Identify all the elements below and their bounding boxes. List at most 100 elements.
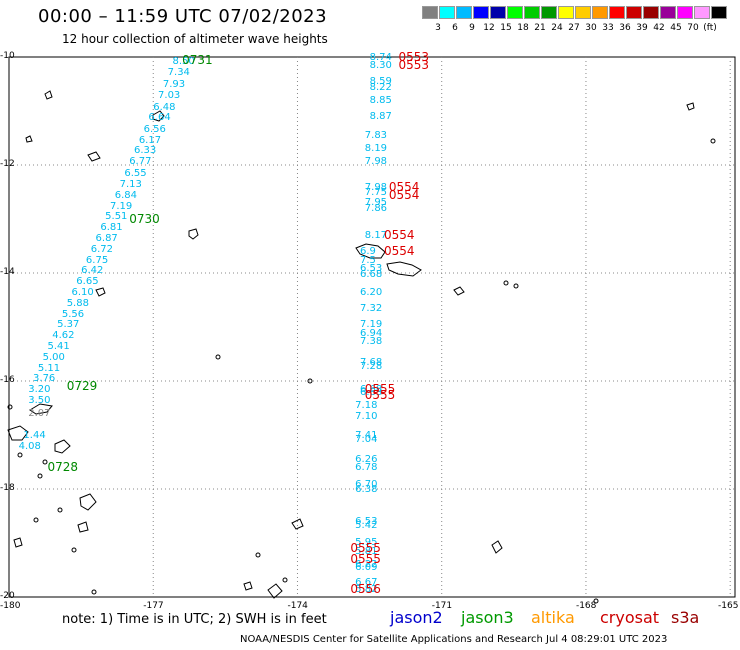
pass-time-label: 0730 bbox=[129, 212, 160, 226]
wave-height-value: 6.42 bbox=[81, 265, 104, 277]
wave-height-value: 8.59 bbox=[369, 76, 392, 88]
pass-time-label: 0553 bbox=[398, 50, 429, 64]
wave-height-value: 7.03 bbox=[158, 89, 181, 101]
island-niuatoputapu bbox=[95, 287, 106, 297]
scale-label: 30 bbox=[585, 23, 597, 33]
island-dot-13 bbox=[710, 138, 716, 144]
color-swatch bbox=[473, 6, 489, 19]
color-swatch bbox=[609, 6, 625, 19]
wave-height-value: 5.42 bbox=[355, 520, 378, 532]
longitude-label: -177 bbox=[143, 601, 164, 611]
wave-height-value: 5.56 bbox=[61, 308, 85, 320]
pass-time-label: 0555 bbox=[350, 541, 381, 556]
samoa-island-savaii bbox=[386, 261, 422, 277]
scale-label: 70 bbox=[687, 23, 699, 33]
wave-height-value: 7.38 bbox=[359, 335, 383, 347]
wave-height-value: 6.17 bbox=[138, 134, 162, 146]
wave-height-value: 7.95 bbox=[364, 196, 388, 208]
color-swatch bbox=[490, 6, 506, 19]
fiji-island-vanua-levu bbox=[29, 403, 53, 415]
wave-height-value: 7.32 bbox=[359, 303, 383, 315]
wave-height-value: 7.75 bbox=[364, 187, 388, 198]
scale-label: 18 bbox=[517, 23, 529, 33]
wave-height-value: 5.37 bbox=[57, 319, 80, 331]
wave-height-value: 5.95 bbox=[355, 536, 378, 548]
pass-time-label: 0729 bbox=[66, 379, 98, 394]
scale-label: 6 bbox=[452, 23, 458, 33]
scale-label: 42 bbox=[653, 23, 665, 33]
wave-height-value: 6.33 bbox=[134, 145, 157, 157]
satellite-legend-altika: altika bbox=[531, 608, 575, 627]
color-swatch bbox=[643, 6, 659, 19]
scale-label: 39 bbox=[636, 23, 648, 33]
wave-height-value: 7.86 bbox=[364, 203, 388, 215]
wave-height-value: 8.30 bbox=[369, 60, 392, 72]
wave-height-value: 7.68 bbox=[359, 357, 383, 369]
island-dot-14 bbox=[593, 598, 599, 604]
island-dot-10 bbox=[307, 378, 313, 384]
wave-height-value: 7.04 bbox=[355, 434, 378, 446]
wave-height-value: 6.9 bbox=[359, 246, 376, 258]
satellite-legend-jason2: jason2 bbox=[390, 608, 443, 627]
wave-height-value: 5.51 bbox=[105, 211, 128, 223]
wave-height-value: 6.53 bbox=[355, 516, 378, 528]
wave-height-value: 5.00 bbox=[42, 351, 65, 363]
island-lau-1 bbox=[79, 493, 97, 511]
wave-height-value: 6.70 bbox=[355, 478, 378, 490]
island-lau-3 bbox=[13, 537, 23, 548]
pass-time-label: 0731 bbox=[182, 52, 213, 67]
wave-height-value: 6.64 bbox=[148, 112, 171, 124]
wave-height-value: 7.19 bbox=[109, 200, 133, 212]
island-futuna bbox=[152, 110, 165, 122]
island-dot-3 bbox=[42, 459, 48, 465]
island-wallis bbox=[188, 228, 199, 240]
wave-height-value: 6.78 bbox=[355, 462, 378, 474]
wave-height-value: 5.88 bbox=[66, 297, 89, 309]
color-swatch bbox=[626, 6, 642, 19]
tonga-island-vavau bbox=[291, 518, 304, 530]
scale-label: 24 bbox=[551, 23, 563, 33]
pass-time-label: 0555 bbox=[364, 387, 396, 402]
wave-height-value: 6.81 bbox=[100, 222, 123, 234]
wave-height-value: 6.84 bbox=[114, 189, 138, 201]
wave-height-value: 7.41 bbox=[355, 430, 378, 441]
pass-time-label: 0554 bbox=[388, 179, 420, 194]
scale-label: 21 bbox=[534, 23, 546, 33]
island-lau-2 bbox=[77, 521, 89, 533]
satellite-legend-jason3: jason3 bbox=[461, 608, 514, 627]
scale-label: 27 bbox=[568, 23, 580, 33]
wave-height-value: 6.09 bbox=[355, 562, 378, 574]
scale-label: 33 bbox=[602, 23, 614, 33]
chart-title: 00:00 – 11:59 UTC 07/02/2023 bbox=[38, 6, 328, 27]
island-dot-2 bbox=[7, 404, 13, 410]
longitude-label: -174 bbox=[287, 601, 308, 611]
wave-height-value: 7.98 bbox=[364, 155, 388, 167]
wave-height-value: 6.38 bbox=[355, 484, 378, 495]
wave-height-value: 8.50 bbox=[172, 56, 195, 68]
island-dot-4 bbox=[37, 473, 43, 479]
pass-time-label: 0553 bbox=[398, 58, 429, 73]
color-swatch bbox=[575, 6, 591, 19]
wave-height-value: 4.62 bbox=[52, 330, 75, 342]
wave-height-value: 7.98 bbox=[364, 181, 388, 193]
scale-label: (ft) bbox=[703, 23, 717, 33]
scale-label: 45 bbox=[670, 23, 682, 33]
wave-height-value: 7.10 bbox=[355, 411, 378, 423]
wave-height-value: 8.87 bbox=[369, 111, 392, 123]
wave-height-value: 6.87 bbox=[95, 232, 118, 244]
units-note: note: 1) Time is in UTC; 2) SWH is in fe… bbox=[62, 612, 327, 627]
wave-height-value: 6.22 bbox=[355, 558, 378, 570]
scale-label: 36 bbox=[619, 23, 631, 33]
longitude-label: -180 bbox=[0, 601, 21, 611]
scale-label: 15 bbox=[500, 23, 512, 33]
island-nw-2 bbox=[25, 135, 33, 143]
latitude-label: -18 bbox=[0, 483, 15, 493]
island-dot-11 bbox=[503, 280, 509, 286]
pass-time-label: 0728 bbox=[47, 460, 78, 475]
island-east-2 bbox=[686, 102, 695, 111]
wave-height-value: 7.34 bbox=[167, 66, 190, 78]
wave-height-value: 6.56 bbox=[143, 123, 166, 135]
wave-height-value: 6.67 bbox=[355, 577, 378, 589]
color-swatch bbox=[422, 6, 438, 19]
chart-subtitle: 12 hour collection of altimeter wave hei… bbox=[62, 32, 328, 46]
